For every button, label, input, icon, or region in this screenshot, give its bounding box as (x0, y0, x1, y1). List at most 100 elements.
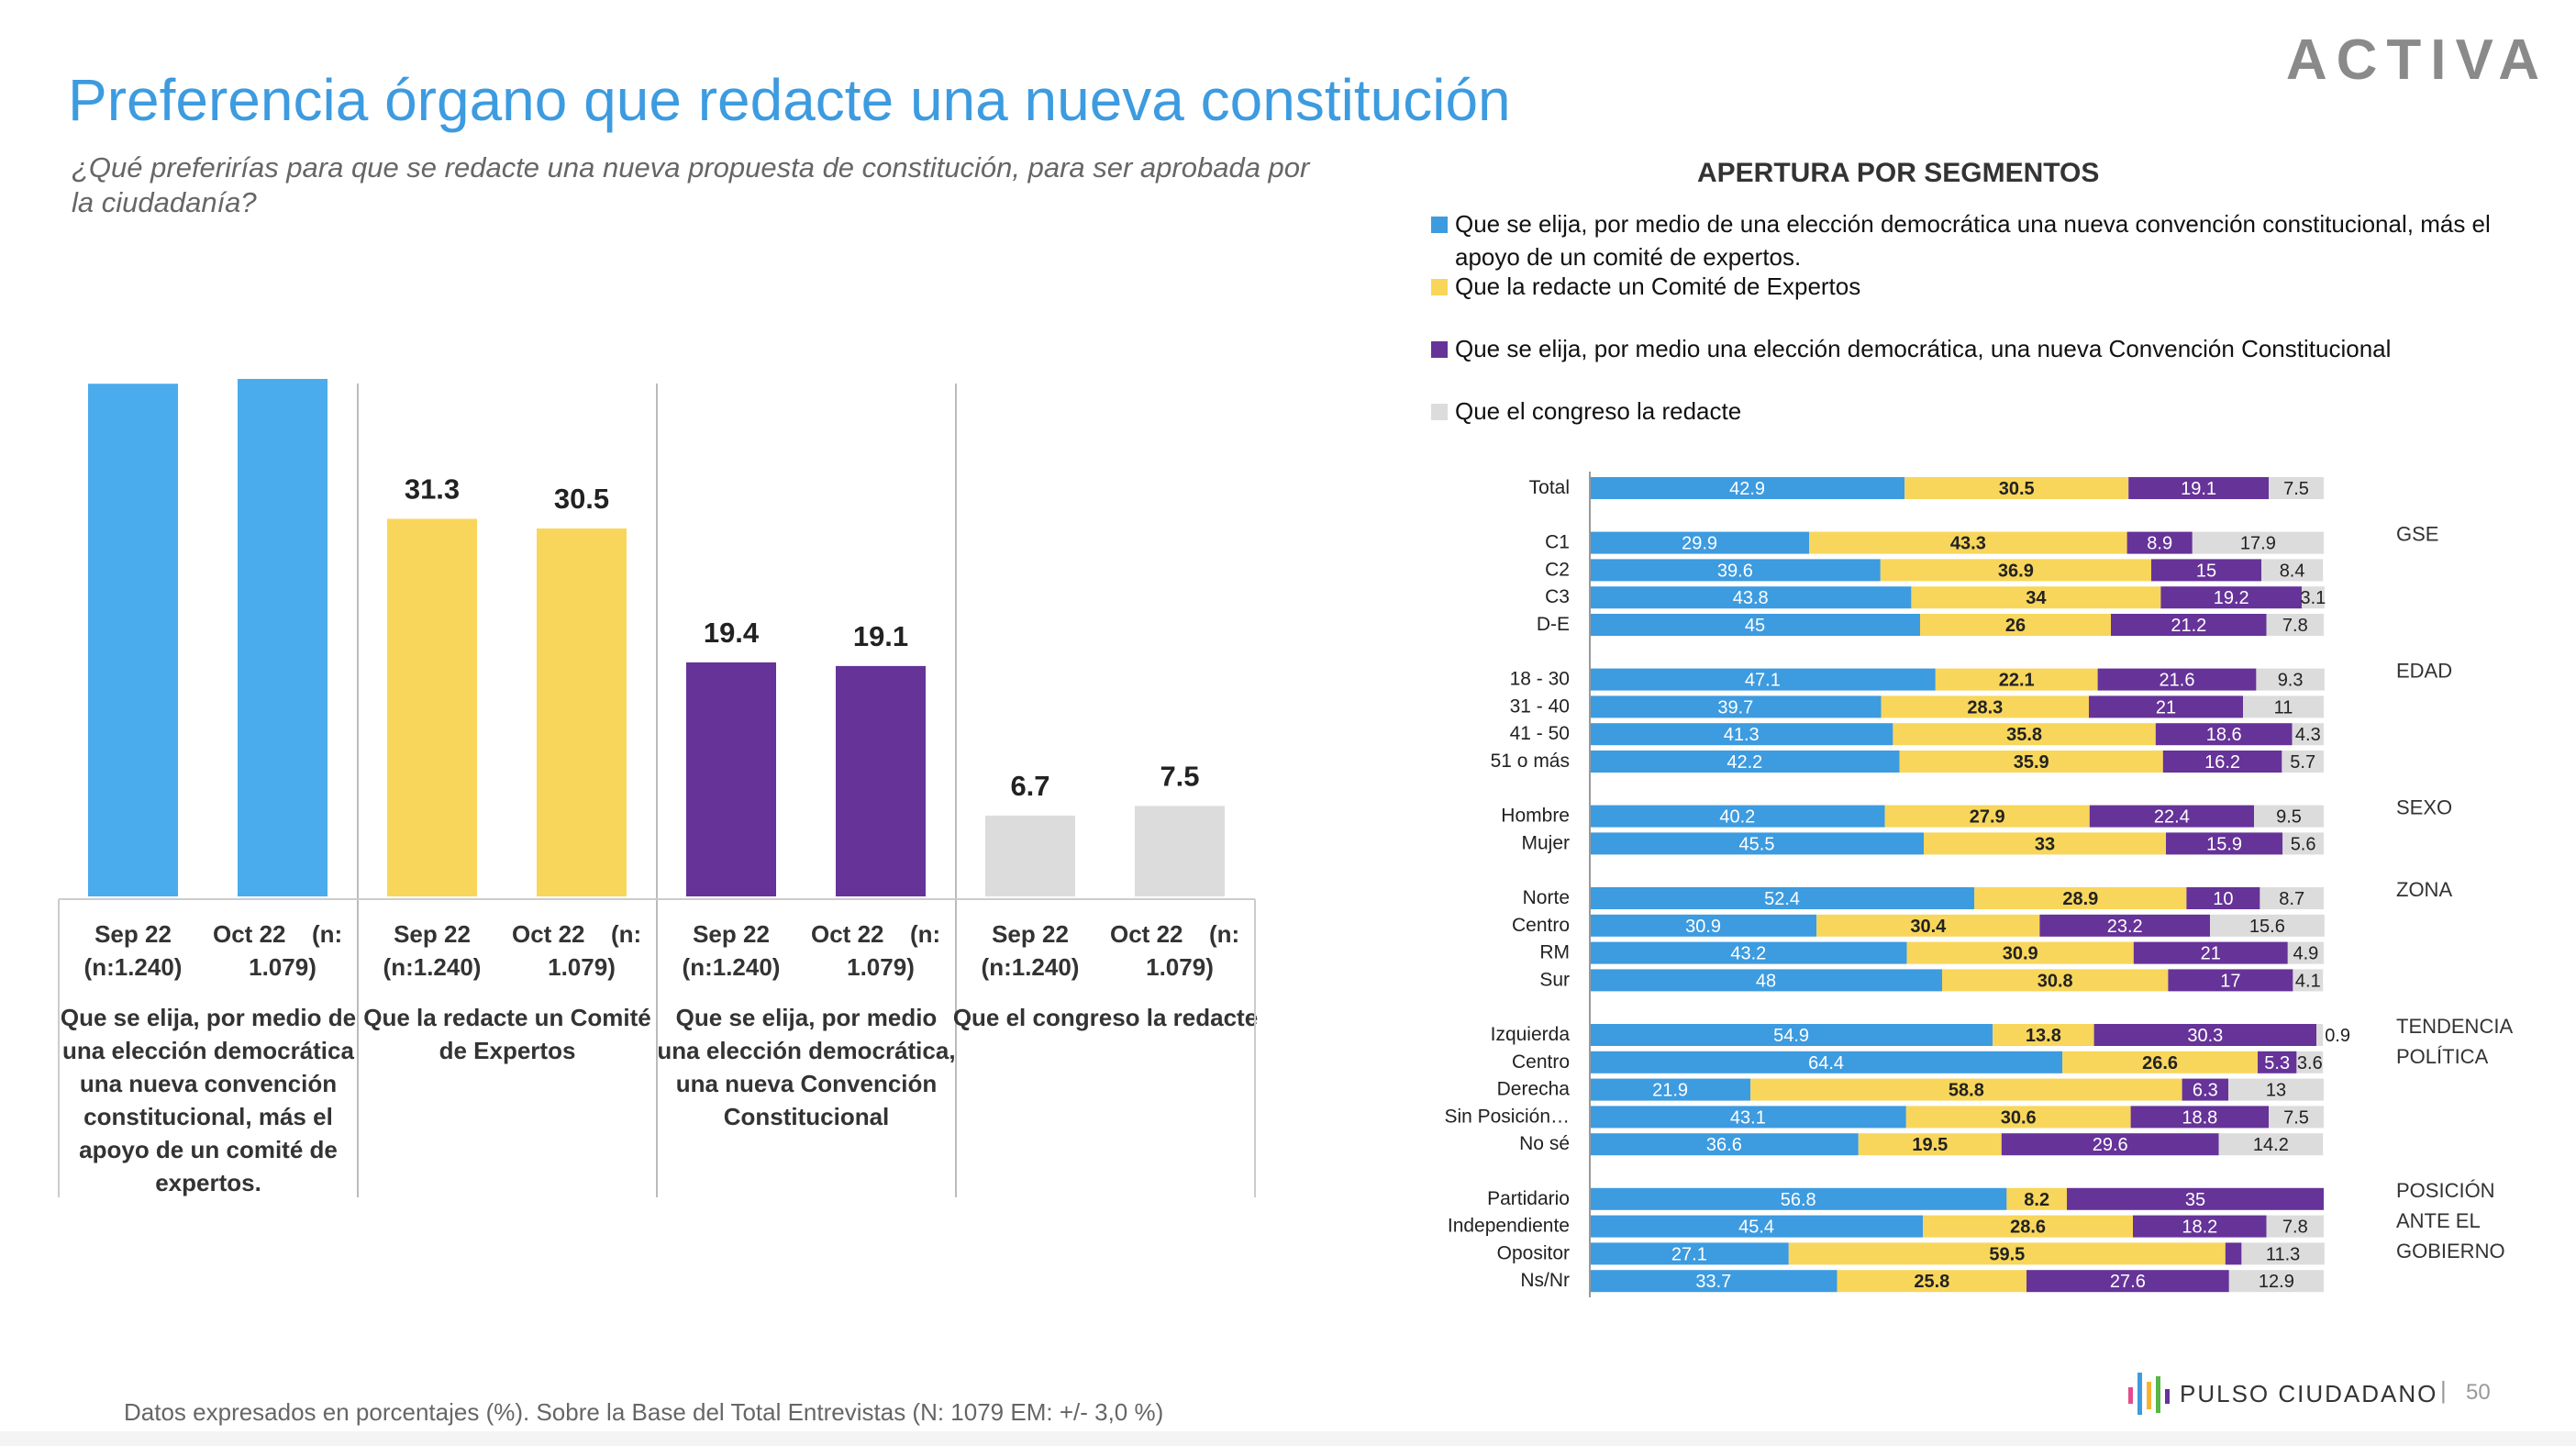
legend-label: Que la redacte un Comité de Expertos (1455, 273, 1861, 300)
segment-bar (1935, 668, 2098, 691)
segment-value-label: 4.3 (2295, 725, 2321, 745)
segment-value-label: 19.1 (2181, 479, 2216, 499)
segment-bar (2218, 1133, 2324, 1156)
period-n-label: (n:1.240) (383, 953, 482, 981)
segment-value-label: 27.9 (1970, 807, 2005, 828)
segment-bar (2316, 1024, 2324, 1046)
segment-value-label: 34 (2026, 588, 2047, 608)
segment-value-label: 28.9 (2062, 889, 2098, 909)
period-label: Oct 22 (811, 920, 884, 948)
page-title: Preferencia órgano que redacte una nueva… (68, 67, 1511, 133)
bar (836, 665, 926, 896)
segment-bar (1923, 1215, 2133, 1238)
segment-value-label: 30.9 (1685, 917, 1721, 937)
group-category-label: una nueva Convención (676, 1070, 938, 1097)
segment-bar (1837, 1270, 2026, 1293)
row-label: Sin Posición… (1444, 1106, 1570, 1127)
bar-value-label: 19.1 (853, 620, 908, 652)
segment-value-label: 8.2 (2024, 1190, 2049, 1210)
segment-value-label: 17 (2220, 971, 2240, 991)
period-n-label: 1.079) (847, 953, 915, 981)
segment-value-label: 30.3 (2187, 1026, 2223, 1046)
segment-bar (2155, 723, 2293, 746)
question-text: ¿Qué preferirías para que se redacte una… (72, 151, 1310, 218)
segment-value-label: 15 (2196, 561, 2216, 581)
segment-bar (2168, 969, 2293, 992)
segment-value-label: 26.6 (2142, 1053, 2178, 1073)
segment-value-label: 40.2 (1719, 807, 1755, 828)
row-label: C1 (1545, 532, 1570, 553)
segment-bar (2210, 914, 2325, 937)
segment-value-label: 64.4 (1808, 1053, 1844, 1073)
bar (985, 815, 1075, 896)
segments-title: APERTURA POR SEGMENTOS (1697, 158, 2100, 188)
bar-value-label: 7.5 (1160, 760, 1199, 792)
segment-value-label: 36.9 (1998, 561, 2034, 581)
period-label: Oct 22 (213, 920, 286, 948)
segment-value-label: 18.2 (2182, 1218, 2217, 1238)
segment-bar (2162, 751, 2282, 773)
group-category-label: Que el congreso la redacte (953, 1004, 1258, 1031)
segment-value-label: 13.8 (2026, 1026, 2061, 1046)
group-category-label: Que la redacte un Comité (363, 1004, 651, 1031)
bar (686, 662, 776, 896)
segment-bar (1924, 832, 2166, 855)
segment-bar (2292, 723, 2324, 746)
segment-value-label: 15.6 (2249, 917, 2285, 937)
row-label: Sur (1539, 969, 1570, 990)
row-label: 41 - 50 (1510, 723, 1570, 744)
bar (387, 518, 477, 896)
group-category-label: Que se elija, por medio de (61, 1004, 356, 1031)
segment-bar (1880, 559, 2151, 582)
group-label: ZONA (2396, 878, 2452, 901)
segment-value-label: 5.7 (2290, 752, 2315, 773)
segment-bar (1899, 751, 2163, 773)
bar-value-label: 42.5 (105, 367, 161, 370)
segment-value-label: 15.9 (2206, 834, 2242, 854)
segment-bar (1590, 832, 1924, 855)
segment-bar (1911, 586, 2161, 609)
group-label: GOBIERNO (2396, 1240, 2505, 1262)
segment-value-label: 30.5 (1999, 479, 2035, 499)
segment-bar (2254, 805, 2324, 828)
row-label: Izquierda (1491, 1024, 1571, 1045)
row-label: Hombre (1501, 806, 1570, 827)
segment-bar (1590, 723, 1893, 746)
segment-bar (1590, 1133, 1859, 1156)
segment-value-label: 30.9 (2003, 944, 2038, 964)
period-n-label: 1.079) (548, 953, 616, 981)
segment-value-label: 13 (2266, 1081, 2286, 1101)
segment-bar (2243, 695, 2324, 718)
bar (1135, 806, 1225, 896)
segment-value-label: 43.2 (1730, 944, 1766, 964)
segment-value-label: 29.6 (2093, 1135, 2128, 1155)
period-label: Sep 22 (394, 920, 471, 948)
legend-swatch (1431, 279, 1448, 295)
segment-bar (2126, 531, 2193, 554)
segment-bar (1590, 1242, 1789, 1265)
legend-swatch (1431, 217, 1448, 233)
segment-bar (1816, 914, 2040, 937)
segment-bar (1590, 1106, 1906, 1129)
segment-value-label: 45 (1745, 616, 1765, 636)
segment-value-label: 18.8 (2182, 1107, 2217, 1128)
segment-value-label: 48 (1756, 971, 1776, 991)
segment-bar (1590, 1051, 2063, 1073)
period-label: Oct 22 (1110, 920, 1183, 948)
segment-value-label: 42.2 (1727, 752, 1762, 773)
segment-bar (1590, 969, 1942, 992)
segment-value-label: 10 (2213, 889, 2233, 909)
period-n-label: (n:1.240) (982, 953, 1080, 981)
segment-bar (2133, 1215, 2267, 1238)
row-label: Total (1529, 477, 1570, 498)
row-label: 31 - 40 (1510, 695, 1570, 717)
legend-swatch (1431, 341, 1448, 358)
logo-text: ACTIVA (2286, 28, 2548, 90)
legend-label: Que se elija, por medio una elección dem… (1455, 335, 2392, 362)
pulso-bars-icon (2128, 1373, 2170, 1415)
segment-bar (2269, 1106, 2324, 1129)
segment-value-label: 21.2 (2171, 616, 2206, 636)
segment-value-label: 52.4 (1764, 889, 1800, 909)
segment-value-label: 8.4 (2280, 561, 2305, 581)
segment-bar (2089, 695, 2243, 718)
